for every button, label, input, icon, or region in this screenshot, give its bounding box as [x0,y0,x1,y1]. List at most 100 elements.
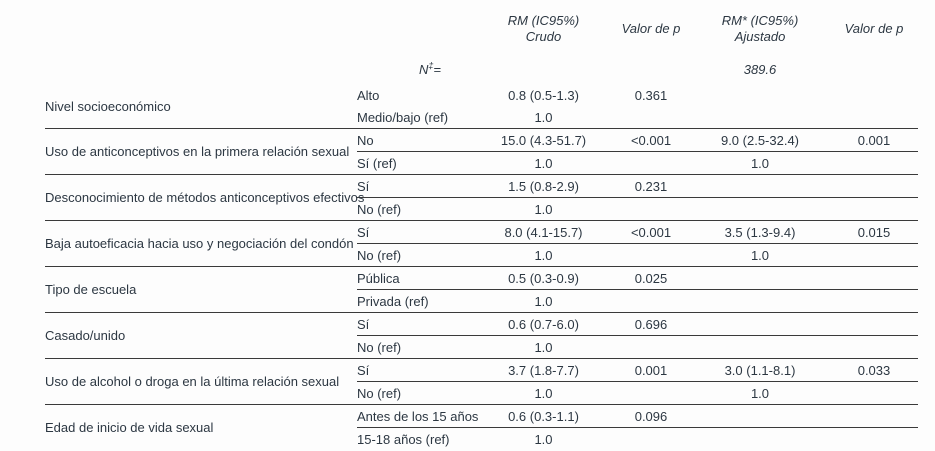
rm-ajustado-cell [690,335,830,359]
rm-ajustado-cell [690,106,830,129]
rm-crudo-cell: 1.5 (0.8-2.9) [475,174,612,198]
rm-ajustado-cell [690,404,830,428]
rm-ajustado-line2: Ajustado [734,29,786,44]
category-cell: Sí [357,220,475,244]
p-ajustado-cell [830,174,918,198]
p-ajustado-cell [830,312,918,336]
rm-crudo-cell: 0.6 (0.3-1.1) [475,404,612,428]
rm-crudo-line1: RM (IC95%) [507,13,580,28]
table-row: Casado/unido Sí 0.6 (0.7-6.0) 0.696 [45,312,918,359]
table-row: No (ref) 1.0 [45,335,918,359]
p-ajustado-cell [830,243,918,267]
p-crudo-cell: 0.025 [612,266,690,290]
p-ajustado-cell: 0.033 [830,358,918,382]
p-crudo-cell: 0.696 [612,312,690,336]
header-category-blank [357,4,475,54]
p-ajustado-cell [830,197,918,221]
col-header-rm-ajustado: RM* (IC95%) Ajustado [690,4,830,54]
col-header-p-crudo: Valor de p [621,21,681,36]
rm-ajustado-cell [690,197,830,221]
rm-crudo-cell: 1.0 [475,243,612,267]
variable-cell: Edad de inicio de vida sexual [45,420,214,435]
variable-cell: Desconocimiento de métodos anticonceptiv… [45,174,364,221]
rm-ajustado-cell [690,266,830,290]
table-row: Sí (ref) 1.0 1.0 [45,151,918,175]
p-crudo-cell [612,381,690,405]
rm-crudo-cell: 0.8 (0.5-1.3) [508,87,579,103]
category-cell: Privada (ref) [357,289,475,313]
rm-crudo-cell: 1.0 [475,106,612,129]
header-row: RM (IC95%) Crudo Valor de p RM* (IC95%) … [45,4,918,54]
p-ajustado-cell [830,266,918,290]
p-crudo-cell: <0.001 [612,128,690,152]
table-row: Nivel socioeconómico Alto 0.8 (0.5-1.3) … [45,84,918,129]
category-cell: Sí [357,312,475,336]
table-row: No (ref) 1.0 1.0 [45,381,918,405]
category-cell: No (ref) [357,243,475,267]
category-cell: Sí [357,174,475,198]
p-crudo-cell: 0.361 [634,87,668,103]
double-dagger-symbol: ‡ [428,60,434,71]
table-row: Uso de alcohol o droga en la última rela… [45,358,918,405]
category-cell: Sí [357,358,475,382]
rm-crudo-cell: 1.0 [475,381,612,405]
rm-ajustado-cell [690,312,830,336]
rm-crudo-cell: 0.6 (0.7-6.0) [475,312,612,336]
table-row: 15-18 años (ref) 1.0 [45,428,918,451]
p-ajustado-cell [830,404,918,428]
p-crudo-cell [612,243,690,267]
category-cell: 15-18 años (ref) [357,431,450,447]
p-ajustado-cell: 0.015 [830,220,918,244]
p-crudo-cell [612,428,690,451]
variable-cell: Baja autoeficacia hacia uso y negociació… [45,220,357,267]
category-cell: No [357,128,475,152]
rm-crudo-cell: 15.0 (4.3-51.7) [475,128,612,152]
rm-crudo-cell: 1.0 [475,289,612,313]
p-ajustado-cell [830,151,918,175]
rm-ajustado-cell [690,289,830,313]
n-row-blank [612,54,690,84]
p-crudo-cell: 0.001 [612,358,690,382]
p-ajustado-cell [830,84,918,106]
p-ajustado-cell [830,106,918,129]
col-header-p-ajustado: Valor de p [844,21,904,36]
category-cell: Sí (ref) [357,151,475,175]
n-value: 389.6 [743,61,777,77]
rm-crudo-cell: 1.0 [475,197,612,221]
n-row-blank [830,54,918,84]
p-ajustado-cell [830,289,918,313]
equals-sign: = [433,61,441,77]
p-ajustado-cell [830,381,918,405]
n-row-blank [45,54,357,84]
p-crudo-cell: 0.096 [612,404,690,428]
rm-ajustado-cell: 9.0 (2.5-32.4) [690,128,830,152]
category-cell: No (ref) [357,381,475,405]
n-label: N‡= [357,54,475,84]
table-row: Uso de anticonceptivos en la primera rel… [45,128,918,175]
rm-ajustado-line1: RM* (IC95%) [721,13,799,28]
col-header-rm-crudo: RM (IC95%) Crudo [475,4,612,54]
table-row: Edad de inicio de vida sexual Antes de l… [45,404,918,435]
category-cell: No (ref) [357,335,475,359]
category-cell: Pública [357,266,475,290]
rm-ajustado-cell [690,174,830,198]
rm-crudo-cell: 3.7 (1.8-7.7) [475,358,612,382]
rm-crudo-line2: Crudo [525,29,562,44]
rm-ajustado-cell [690,84,830,106]
table-row: No (ref) 1.0 [45,197,918,221]
variable-cell: Uso de alcohol o droga en la última rela… [45,358,357,405]
n-row: N‡= 389.6 [45,54,918,84]
variable-cell: Casado/unido [45,312,357,359]
rm-ajustado-cell: 1.0 [690,381,830,405]
category-cell: Alto [357,87,380,103]
rm-crudo-cell: 1.0 [534,431,553,447]
table-row: Desconocimiento de métodos anticonceptiv… [45,174,918,221]
p-crudo-cell: 0.231 [612,174,690,198]
n-row-blank [475,54,612,84]
rm-crudo-cell: 0.5 (0.3-0.9) [475,266,612,290]
results-table: RM (IC95%) Crudo Valor de p RM* (IC95%) … [45,4,918,450]
category-cell: Antes de los 15 años [357,404,478,428]
p-ajustado-cell: 0.001 [830,128,918,152]
variable-cell: Tipo de escuela [45,266,357,313]
variable-cell: Uso de anticonceptivos en la primera rel… [45,128,357,175]
